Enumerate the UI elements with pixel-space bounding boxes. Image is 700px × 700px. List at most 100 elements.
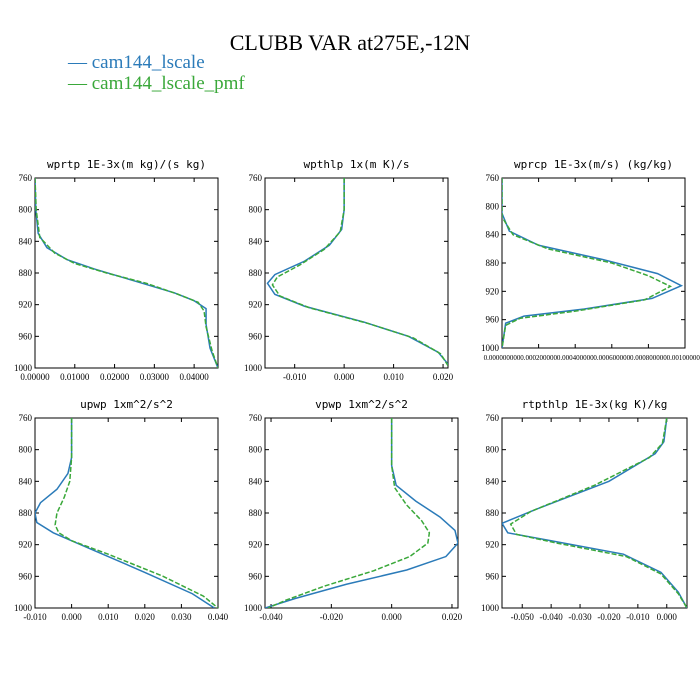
y-tick-label: 880 — [486, 258, 500, 268]
y-tick-label: 920 — [19, 300, 33, 310]
x-tick-label: 0.000400000 — [557, 354, 594, 362]
y-tick-label: 880 — [19, 508, 33, 518]
y-tick-label: 760 — [19, 413, 33, 423]
plot-frame — [34, 177, 219, 369]
x-tick-label: 0.040 — [208, 612, 229, 622]
y-tick-label: 880 — [486, 508, 500, 518]
y-tick-label: 920 — [249, 540, 263, 550]
series-line-lscale — [35, 418, 215, 608]
series-line-lscale-pmf — [502, 178, 673, 348]
y-tick-label: 1000 — [14, 363, 33, 373]
series-line-lscale — [502, 178, 684, 348]
x-tick-label: 0.01000 — [60, 372, 90, 382]
figure-title: CLUBB VAR at275E,-12N — [230, 30, 471, 55]
y-tick-label: 1000 — [481, 603, 500, 613]
x-tick-label: -0.010 — [283, 372, 307, 382]
panel-title: wpthlp 1x(m K)/s — [304, 158, 410, 171]
y-tick-label: 960 — [249, 571, 263, 581]
series-line-lscale-pmf — [54, 418, 218, 608]
y-tick-label: 840 — [486, 476, 500, 486]
x-tick-label: 0.020 — [135, 612, 156, 622]
series-line-lscale-pmf — [267, 418, 431, 608]
plot-frame — [34, 417, 219, 609]
y-tick-label: 800 — [486, 201, 500, 211]
x-tick-label: 0.000000000 — [484, 354, 521, 362]
x-tick-label: 0.001000000 — [667, 354, 700, 362]
x-tick-label: 0.010 — [383, 372, 404, 382]
x-tick-label: 0.000600000 — [593, 354, 630, 362]
x-tick-label: -0.020 — [597, 612, 621, 622]
y-tick-label: 840 — [19, 476, 33, 486]
panel-wprtp: wprtp 1E-3x(m kg)/(s kg) 760 800 840 880 920 9… — [14, 158, 219, 382]
panel-title: vpwp 1xm^2/s^2 — [315, 398, 408, 411]
y-tick-label: 760 — [486, 413, 500, 423]
x-tick-label: 0.000800000 — [630, 354, 667, 362]
y-tick-label: 800 — [486, 445, 500, 455]
plot-frame — [264, 417, 459, 609]
legend: — cam144_lscale — cam144_lscale_pmf — [67, 52, 245, 94]
x-tick-label: 0.010 — [98, 612, 119, 622]
x-tick-label: 0.020 — [433, 372, 454, 382]
y-tick-label: 960 — [19, 331, 33, 341]
series-line-lscale — [266, 178, 448, 365]
panel-wpthlp: wpthlp 1x(m K)/s 760 800 840 880 920 960 1000 -0… — [244, 158, 454, 382]
y-tick-label: 760 — [486, 173, 500, 183]
x-tick-label: 0.04000 — [180, 372, 210, 382]
series-line-lscale-pmf — [271, 178, 448, 367]
x-tick-label: 0.03000 — [140, 372, 170, 382]
panel-vpwp: vpwp 1xm^2/s^27608008408809209601000-0.0… — [244, 398, 463, 622]
y-tick-label: 920 — [486, 540, 500, 550]
x-tick-label: 0.02000 — [100, 372, 130, 382]
y-tick-label: 840 — [19, 236, 33, 246]
x-tick-label: 0.00000 — [20, 372, 50, 382]
y-tick-label: 1000 — [244, 603, 263, 613]
x-tick-label: 0.000 — [657, 612, 678, 622]
y-tick-label: 1000 — [244, 363, 263, 373]
series-line-lscale — [265, 418, 458, 608]
x-tick-label: 0.000 — [334, 372, 355, 382]
x-tick-label: -0.040 — [259, 612, 283, 622]
x-tick-label: 0.030 — [171, 612, 192, 622]
panel-title: wprtp 1E-3x(m kg)/(s kg) — [47, 158, 206, 171]
panel-title: wprcp 1E-3x(m/s) (kg/kg) — [514, 158, 673, 171]
x-tick-label: 0.000 — [61, 612, 82, 622]
panel-rtpthlp: rtpthlp 1E-3x(kg K)/kg 760 800 840 880 920 960… — [481, 398, 688, 622]
x-tick-label: -0.020 — [320, 612, 344, 622]
x-tick-label: 0.020 — [442, 612, 463, 622]
x-tick-label: -0.050 — [511, 612, 535, 622]
series-line-lscale-pmf — [509, 418, 687, 608]
y-tick-label: 800 — [249, 445, 263, 455]
y-tick-label: 880 — [249, 508, 263, 518]
panel-title: upwp 1xm^2/s^2 — [80, 398, 173, 411]
y-tick-label: 760 — [249, 413, 263, 423]
y-tick-label: 960 — [249, 331, 263, 341]
y-tick-label: 1000 — [14, 603, 33, 613]
series-line-lscale — [502, 418, 687, 608]
y-tick-label: 920 — [486, 286, 500, 296]
y-tick-label: 920 — [19, 540, 33, 550]
plot-frame — [264, 177, 449, 369]
plot-frame — [501, 177, 686, 349]
y-tick-label: 960 — [19, 571, 33, 581]
x-tick-label: 0.000 — [382, 612, 403, 622]
y-tick-label: 840 — [249, 236, 263, 246]
y-tick-label: 800 — [19, 445, 33, 455]
legend-entry-lscale-pmf: — cam144_lscale_pmf — [67, 73, 245, 94]
y-tick-label: 800 — [249, 205, 263, 215]
x-tick-label: 0.000200000 — [520, 354, 557, 362]
x-tick-label: -0.040 — [540, 612, 564, 622]
y-tick-label: 880 — [249, 268, 263, 278]
y-tick-label: 800 — [19, 205, 33, 215]
y-tick-label: 1000 — [481, 343, 500, 353]
x-tick-label: -0.010 — [23, 612, 47, 622]
y-tick-label: 840 — [249, 476, 263, 486]
y-tick-label: 960 — [486, 315, 500, 325]
y-tick-label: 920 — [249, 300, 263, 310]
legend-entry-lscale: — cam144_lscale — [67, 52, 205, 73]
panel-title: rtpthlp 1E-3x(kg K)/kg — [522, 398, 668, 411]
y-tick-label: 840 — [486, 230, 500, 240]
panel-upwp: upwp 1xm^2/s^2 760 800 840 880 920 960 1000-0.0… — [14, 398, 229, 622]
x-tick-label: -0.030 — [568, 612, 592, 622]
panel-wprcp: wprcp 1E-3x(m/s) (kg/kg) 760 800 840 880 920 9… — [481, 158, 700, 362]
